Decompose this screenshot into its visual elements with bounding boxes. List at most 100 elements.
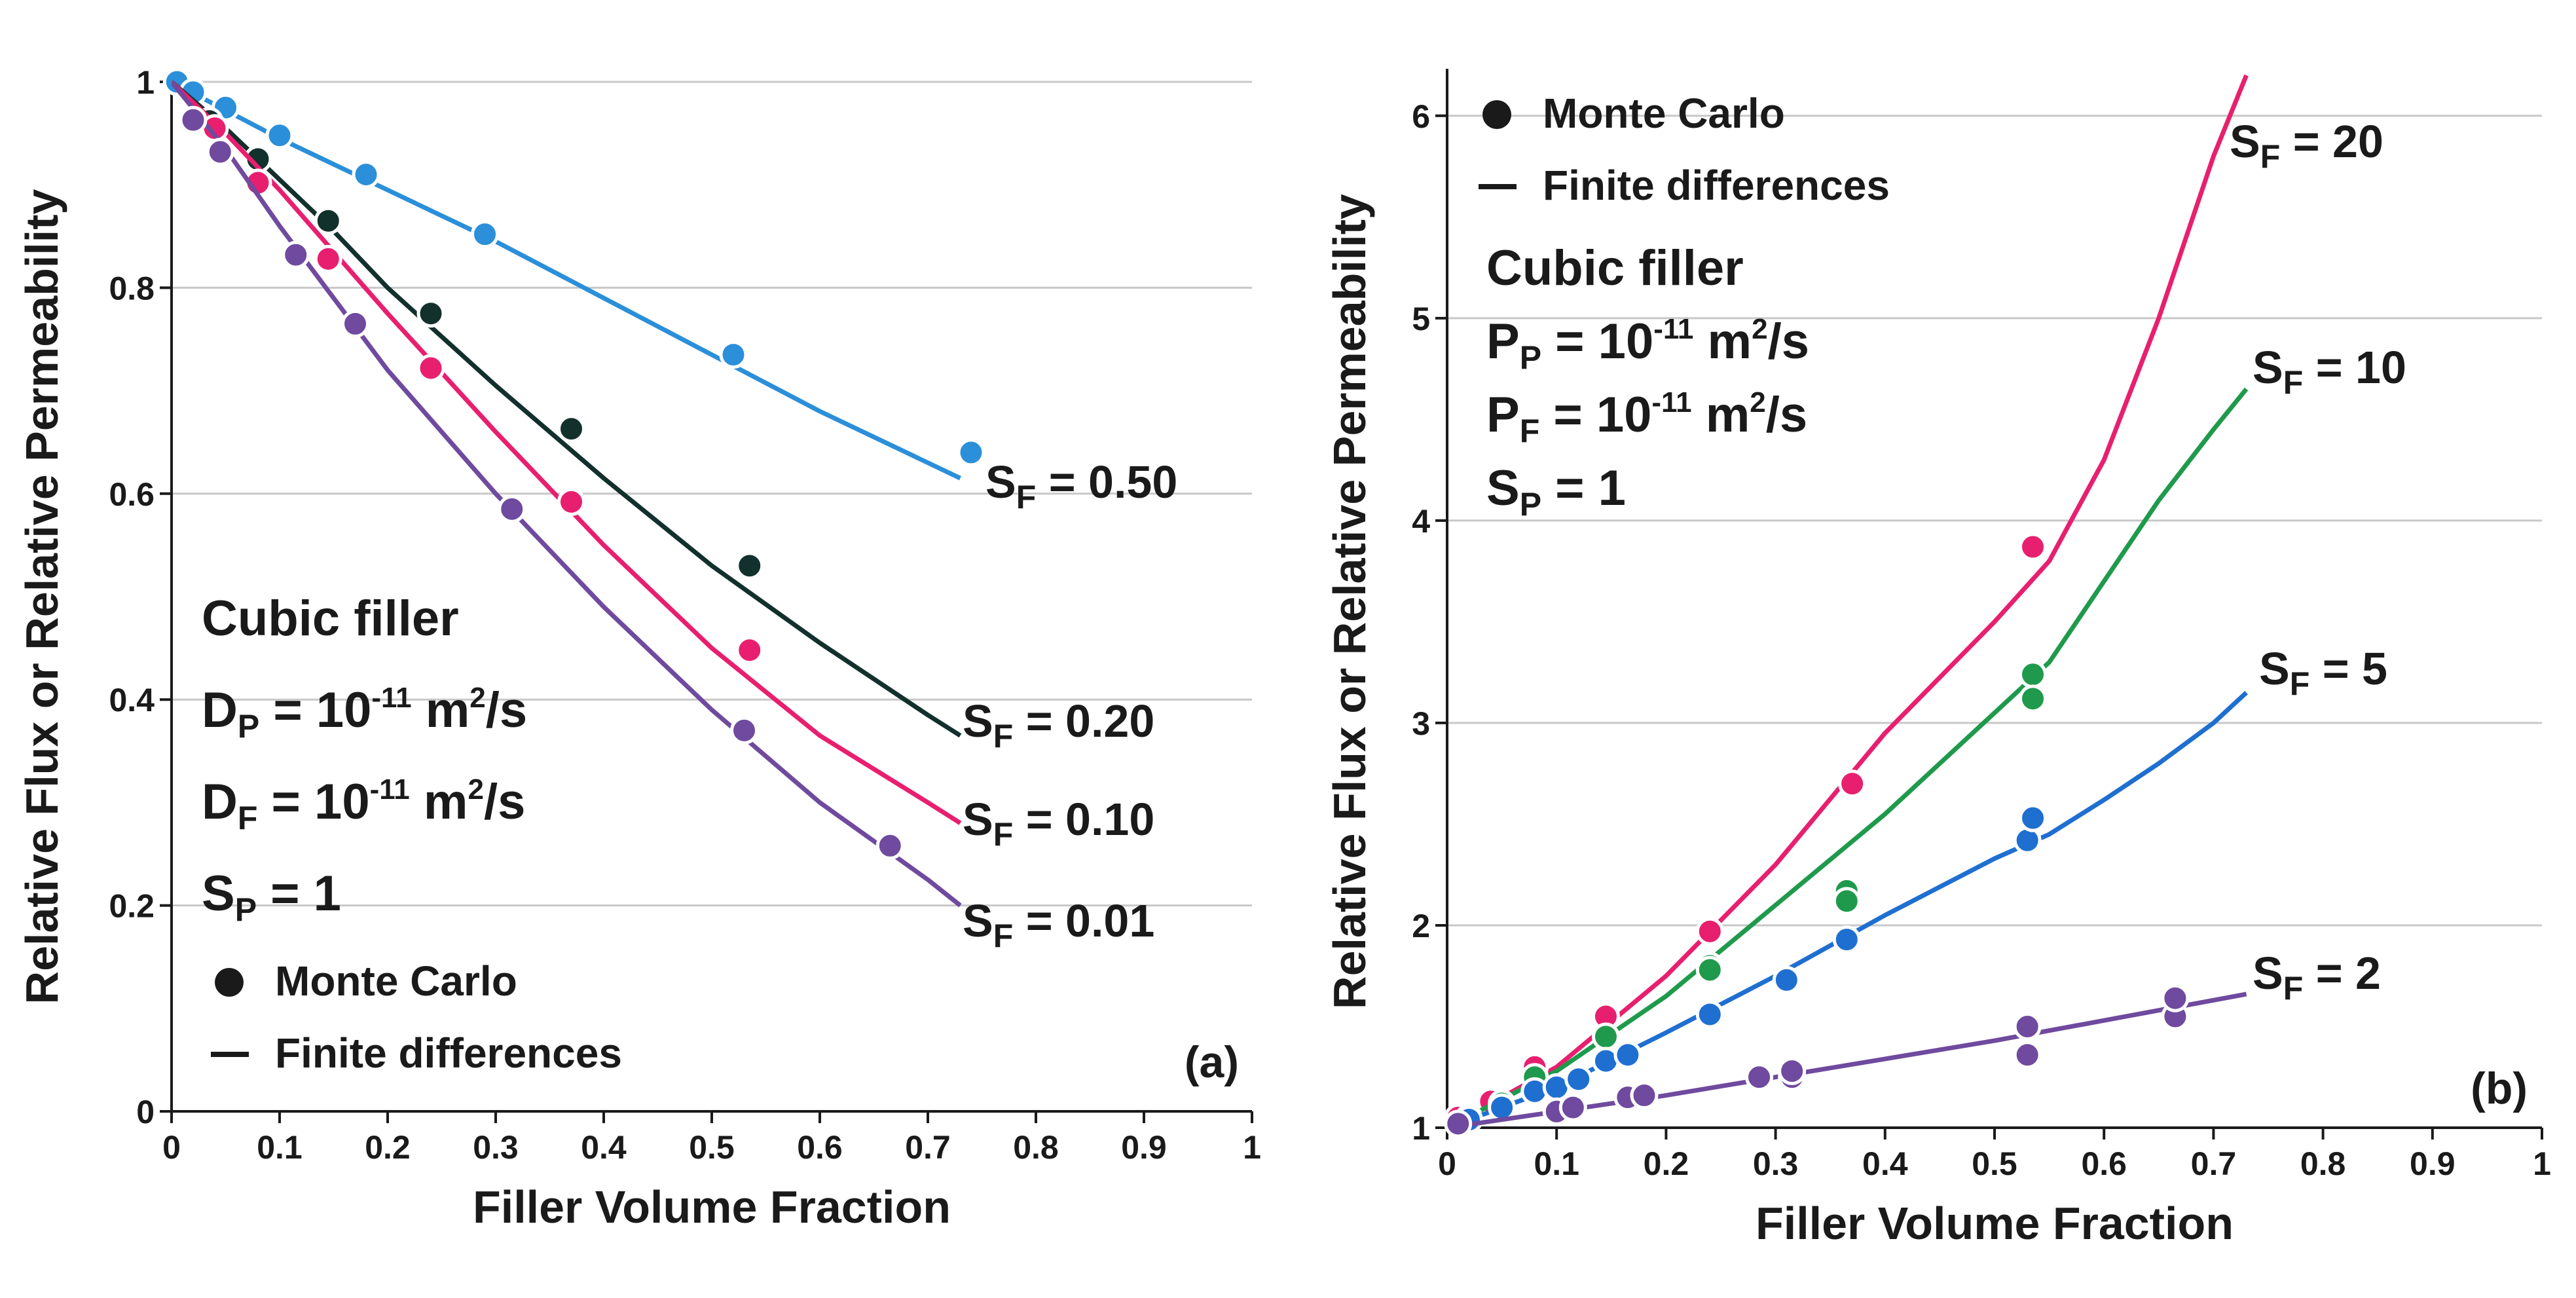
text-part: = 5: [2309, 643, 2387, 694]
annotation-title: Cubic filler: [202, 591, 459, 646]
panel-label: (b): [2471, 1064, 2528, 1113]
data-point: [498, 494, 526, 523]
data-point: [2019, 660, 2048, 689]
panel-label: (a): [1185, 1037, 1239, 1087]
text-part: = 2: [2303, 948, 2381, 999]
x-tick-label: 0: [1438, 1145, 1456, 1182]
panel-a: 0 0.1 0.2 0.3 0.4 0.5 0.6 0.7 0.8 0.9 1 0 0.2 0.4 0.6 0…: [16, 64, 1261, 1233]
text-part: m: [410, 774, 468, 830]
y-tick-label: 6: [1412, 98, 1430, 135]
data-point: [735, 551, 764, 580]
text-part: 2: [468, 773, 483, 806]
text-part: F: [238, 800, 258, 836]
text-part: 2: [469, 682, 485, 714]
legend-marker-icon: [1482, 100, 1511, 129]
data-point: [1745, 1063, 1774, 1092]
y-tick-label: 3: [1412, 705, 1430, 742]
x-tick-label: 0.5: [689, 1129, 735, 1166]
y-tick-label: 0.2: [109, 888, 155, 925]
data-point: [282, 240, 310, 269]
data-point: [730, 716, 758, 745]
text-part: F: [993, 918, 1014, 954]
y-tick-label: 0.6: [109, 476, 155, 513]
text-part: F: [1016, 479, 1037, 515]
text-part: = 10: [1541, 314, 1653, 369]
annotation-line-3: SP = 1: [1486, 460, 1626, 523]
y-tick-label: 5: [1412, 301, 1430, 337]
data-point: [1591, 1022, 1620, 1051]
data-point: [1630, 1081, 1659, 1110]
series-line-0: [172, 79, 962, 481]
x-tick-label: 0.9: [1121, 1129, 1167, 1166]
text-part: = 0.50: [1036, 456, 1177, 508]
text-part: m: [1692, 387, 1750, 443]
series-label: SF = 0.50: [985, 456, 1177, 515]
data-point: [314, 244, 342, 273]
x-axis-title: Filler Volume Fraction: [473, 1181, 951, 1233]
data-point: [341, 309, 369, 338]
x-tick-label: 0.8: [1013, 1129, 1059, 1166]
annotation-line-1: DP = 10-11 m2/s: [202, 682, 527, 745]
data-point: [957, 438, 985, 467]
text-part: = 0.01: [1013, 895, 1154, 946]
text-part: 2: [1752, 313, 1767, 345]
x-tick-label: 0.2: [365, 1129, 411, 1166]
text-part: P: [235, 891, 257, 928]
annotation-line-1: PP = 10-11 m2/s: [1486, 313, 1809, 376]
data-point: [2013, 1012, 2042, 1041]
text-part: 2: [1750, 386, 1765, 418]
y-tick-label: 0: [136, 1094, 155, 1130]
x-tick-label: 0.1: [257, 1129, 303, 1166]
data-point: [1832, 887, 1861, 916]
series-label: SF = 5: [2259, 643, 2387, 702]
data-point: [1695, 955, 1724, 984]
legend-lines-label: Finite differences: [275, 1029, 622, 1077]
x-tick-label: 0.1: [1534, 1145, 1579, 1182]
text-part: S: [2253, 342, 2283, 393]
annotation-line-3: SP = 1: [202, 866, 341, 928]
data-point: [1558, 1093, 1587, 1122]
annotation-line-2: PF = 10-11 m2/s: [1486, 386, 1807, 449]
text-part: P: [1486, 387, 1520, 443]
data-point: [557, 487, 585, 516]
text-part: /s: [1766, 387, 1807, 443]
data-point: [875, 831, 904, 860]
x-tick-label: 0.5: [1972, 1145, 2017, 1182]
x-tick-label: 0.3: [1753, 1145, 1799, 1182]
text-part: m: [412, 682, 470, 738]
x-tick-label: 0.2: [1644, 1145, 1689, 1182]
text-part: F: [993, 816, 1014, 853]
x-axis-title: Filler Volume Fraction: [1756, 1198, 2234, 1249]
x-tick-label: 0.6: [2081, 1145, 2127, 1182]
x-tick-label: 0.7: [2191, 1145, 2237, 1182]
text-part: = 0.20: [1013, 695, 1154, 747]
text-part: F: [993, 718, 1014, 754]
data-point: [179, 105, 208, 134]
data-point: [352, 160, 380, 189]
x-tick-label: 0.6: [797, 1129, 843, 1166]
text-part: F: [2283, 970, 2304, 1007]
text-part: P: [238, 708, 259, 745]
data-point: [557, 415, 585, 443]
text-part: m: [1693, 314, 1752, 369]
y-tick-label: 0.8: [109, 270, 155, 306]
series-label: SF = 0.20: [963, 695, 1154, 754]
text-part: D: [202, 682, 238, 738]
y-axis-title: Relative Flux or Relative Permeability: [1324, 194, 1375, 1009]
text-part: S: [963, 895, 993, 946]
x-tick-label: 0.4: [581, 1129, 627, 1166]
data-point: [719, 341, 748, 369]
panel-b: 0 0.1 0.2 0.3 0.4 0.5 0.6 0.7 0.8 0.9 1 1 2 3 4 5 6 Fille…: [1324, 69, 2551, 1249]
text-part: F: [2290, 665, 2310, 702]
y-tick-label: 0.4: [109, 682, 155, 718]
y-tick-label: 4: [1412, 503, 1430, 540]
text-part: /s: [484, 774, 525, 830]
text-part: = 10: [259, 682, 371, 738]
data-point: [416, 299, 445, 328]
legend-markers-label: Monte Carlo: [275, 957, 517, 1005]
data-point: [1832, 925, 1861, 954]
series-label: SF = 0.10: [963, 794, 1154, 853]
legend-marker-icon: [215, 968, 244, 997]
x-tick-label: 1: [1243, 1129, 1261, 1166]
